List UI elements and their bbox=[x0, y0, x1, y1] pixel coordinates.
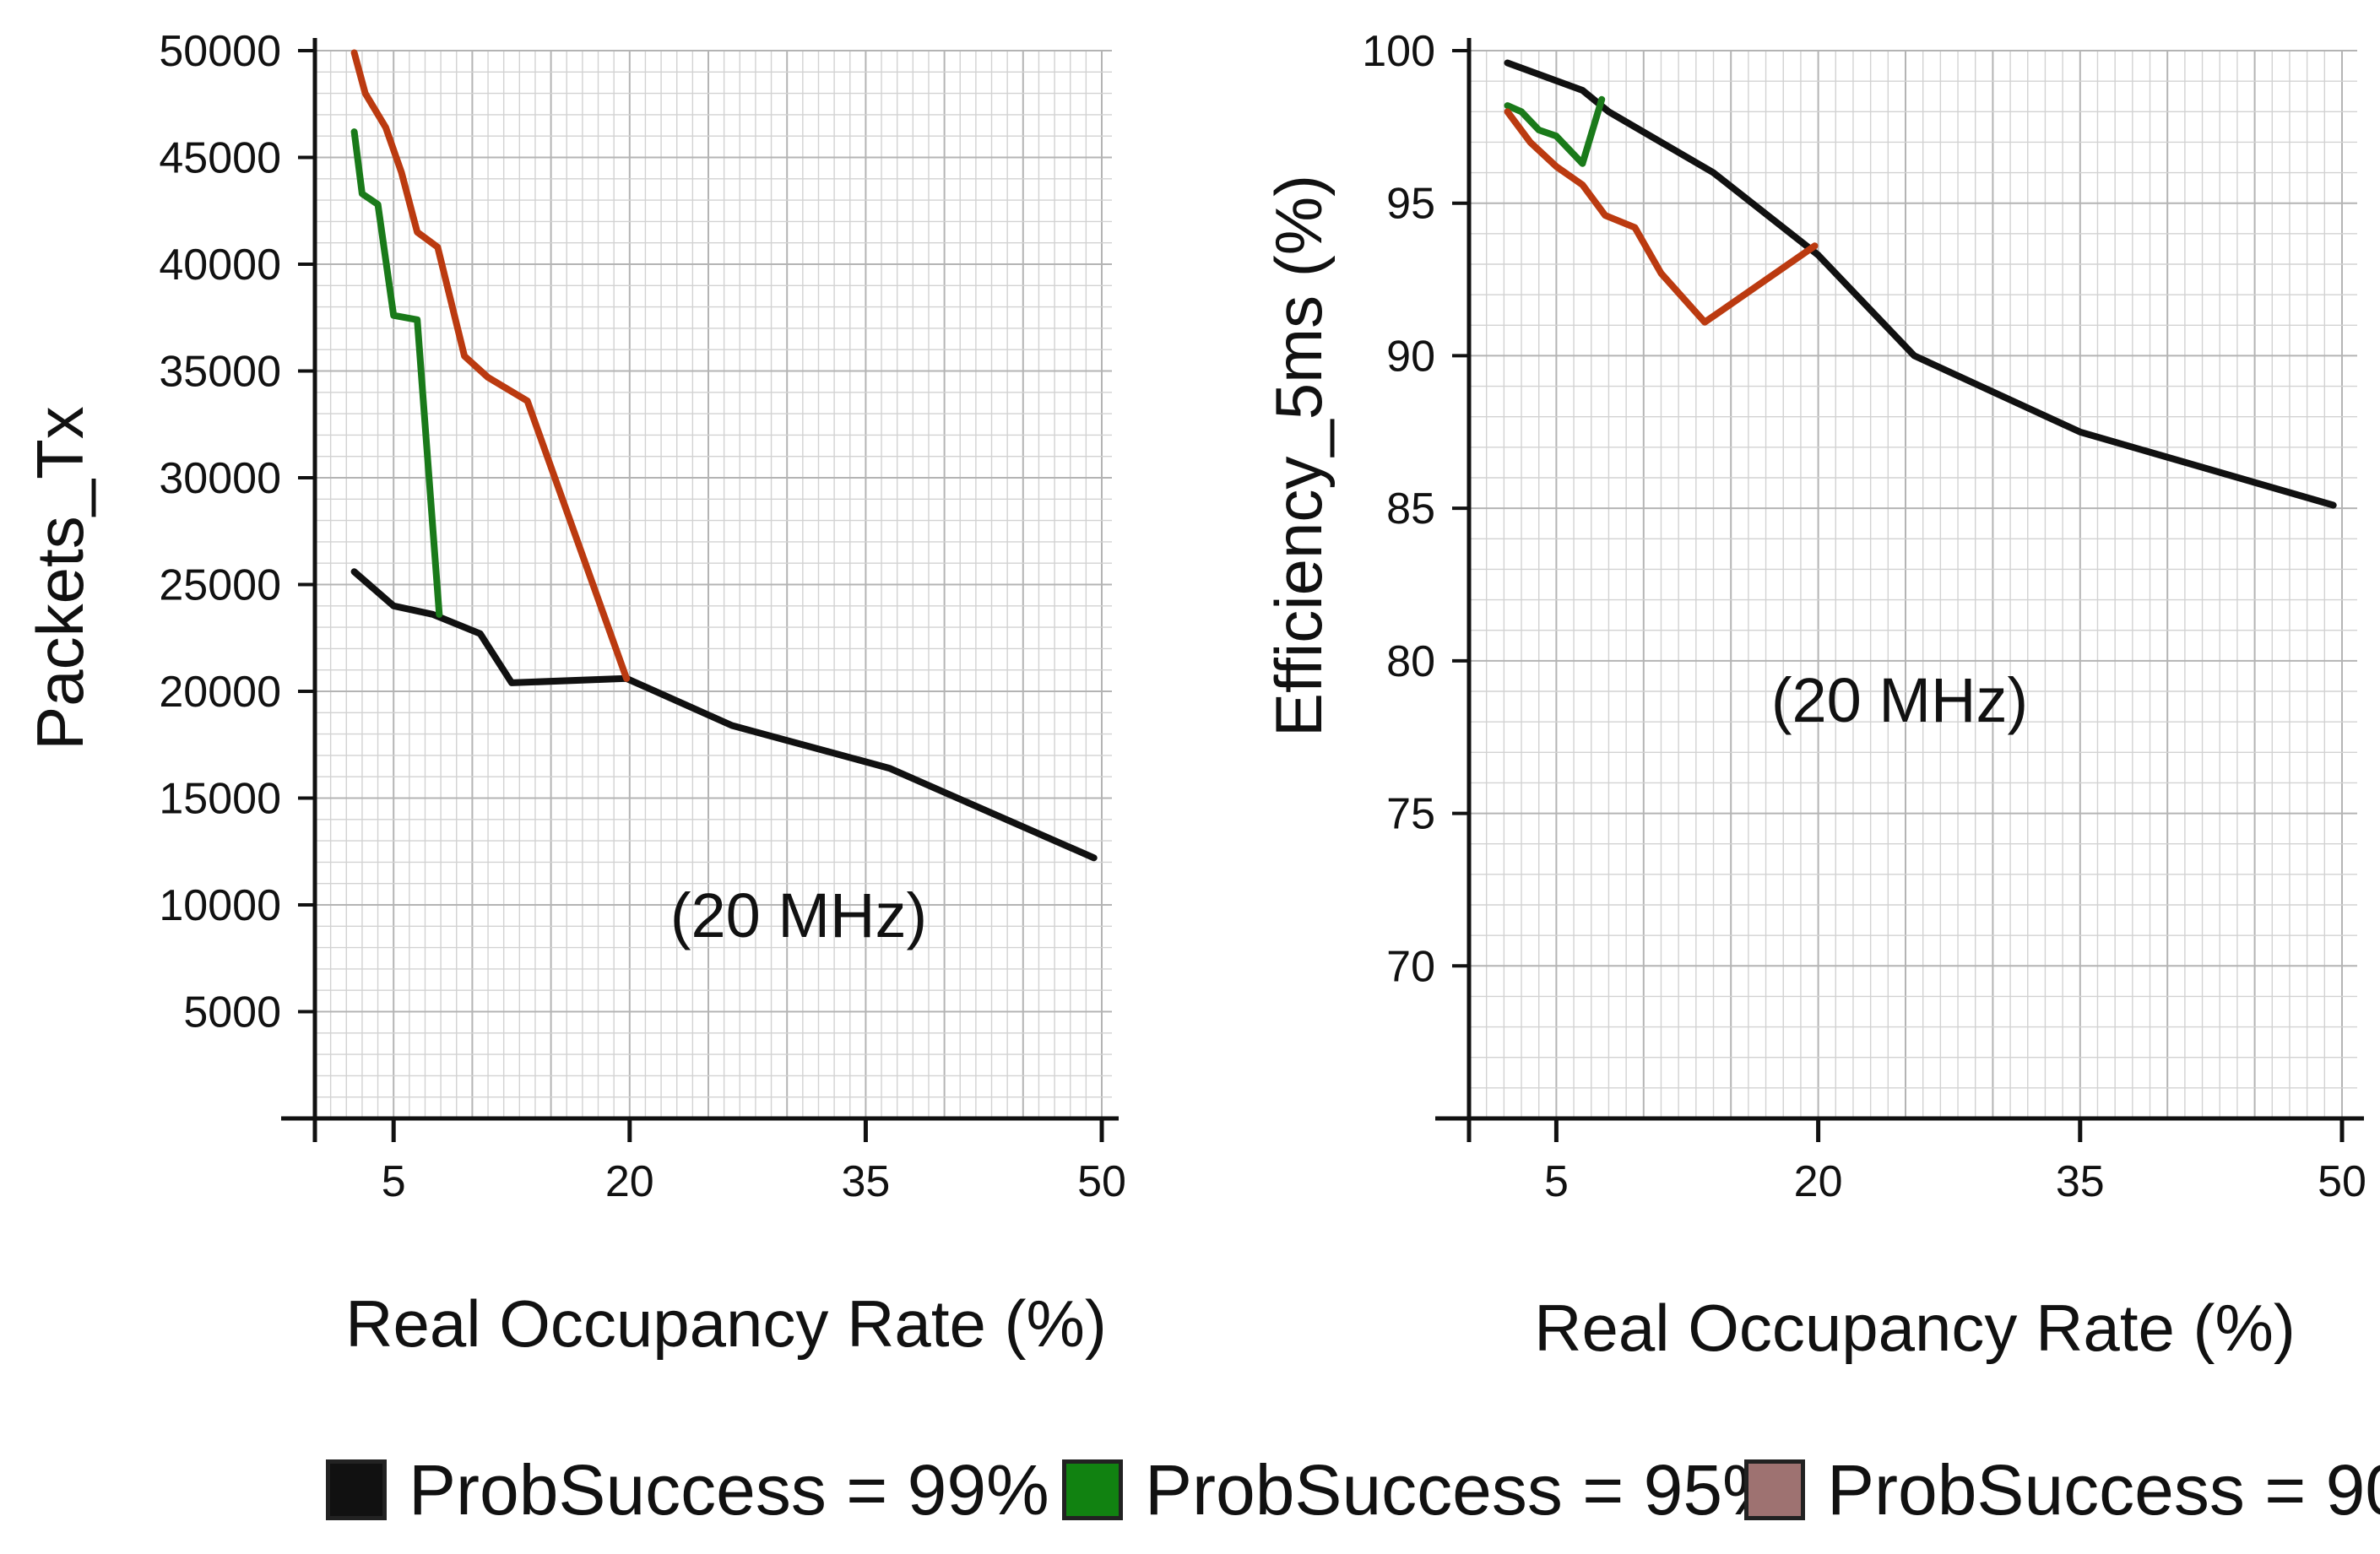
y-tick-label: 70 bbox=[1386, 942, 1435, 991]
legend-label-90: ProbSuccess = 90% bbox=[1827, 1449, 2380, 1530]
y-tick-label: 30000 bbox=[159, 454, 281, 503]
y-tick-label: 45000 bbox=[159, 134, 281, 183]
left-y-axis-title: Packets_Tx bbox=[23, 406, 97, 750]
x-tick-label: 50 bbox=[1077, 1157, 1126, 1206]
y-tick-label: 10000 bbox=[159, 881, 281, 930]
right-annotation: (20 MHz) bbox=[1771, 665, 2028, 735]
legend-swatch-95 bbox=[1062, 1459, 1123, 1520]
legend-swatch-90 bbox=[1744, 1459, 1805, 1520]
left-x-axis-title: Real Occupancy Rate (%) bbox=[345, 1286, 1107, 1361]
right-grid bbox=[1469, 50, 2357, 1118]
y-tick-label: 100 bbox=[1362, 27, 1435, 76]
right-axes bbox=[1435, 38, 2364, 1142]
legend-item-95: ProbSuccess = 95% bbox=[1062, 1443, 1786, 1536]
series-line-99 bbox=[350, 568, 1098, 862]
right-ticks: 5 20 35 50 70 75 80 85 90 95 100 bbox=[1362, 27, 2366, 1206]
series-line-99 bbox=[1504, 59, 2337, 509]
y-tick-label: 90 bbox=[1386, 332, 1435, 381]
y-tick-label: 50000 bbox=[159, 27, 281, 76]
y-tick-label: 80 bbox=[1386, 637, 1435, 686]
series-line-90 bbox=[350, 49, 631, 682]
legend-item-90: ProbSuccess = 90% bbox=[1744, 1443, 2380, 1536]
x-tick-label: 50 bbox=[2318, 1157, 2366, 1206]
x-tick-label: 20 bbox=[605, 1157, 654, 1206]
left-ticks: 5 20 35 50 5000 10000 15000 20000 25000 30000 3500… bbox=[159, 27, 1126, 1206]
series-line-95 bbox=[350, 128, 443, 618]
x-tick-label: 20 bbox=[1794, 1157, 1843, 1206]
left-grid bbox=[315, 50, 1112, 1118]
left-annotation: (20 MHz) bbox=[670, 880, 927, 950]
y-tick-label: 40000 bbox=[159, 241, 281, 290]
series-line-95 bbox=[1504, 95, 1606, 167]
right-chart: 5 20 35 50 70 75 80 85 90 95 100 (20 MHz) Real Occ… bbox=[1261, 27, 2366, 1365]
x-tick-label: 35 bbox=[841, 1157, 890, 1206]
y-tick-label: 20000 bbox=[159, 668, 281, 717]
figure: 5 20 35 50 5000 10000 15000 20000 25000 30000 3500… bbox=[23, 27, 2366, 1365]
y-tick-label: 95 bbox=[1386, 180, 1435, 229]
x-tick-label: 5 bbox=[1544, 1157, 1569, 1206]
y-tick-label: 25000 bbox=[159, 561, 281, 610]
y-tick-label: 85 bbox=[1386, 485, 1435, 533]
legend-label-95: ProbSuccess = 95% bbox=[1145, 1449, 1786, 1530]
x-tick-label: 5 bbox=[382, 1157, 406, 1206]
legend-item-99: ProbSuccess = 99% bbox=[326, 1443, 1049, 1536]
left-chart: 5 20 35 50 5000 10000 15000 20000 25000 30000 3500… bbox=[23, 27, 1126, 1361]
x-tick-label: 35 bbox=[2056, 1157, 2105, 1206]
legend-swatch-99 bbox=[326, 1459, 387, 1520]
y-tick-label: 75 bbox=[1386, 790, 1435, 839]
series-line-90 bbox=[1504, 108, 1819, 326]
y-tick-label: 35000 bbox=[159, 348, 281, 397]
right-y-axis-title: Efficiency_5ms (%) bbox=[1261, 175, 1336, 737]
legend: ProbSuccess = 99% ProbSuccess = 95% Prob… bbox=[0, 1443, 2380, 1536]
left-series bbox=[350, 49, 1098, 862]
legend-label-99: ProbSuccess = 99% bbox=[409, 1449, 1049, 1530]
y-tick-label: 5000 bbox=[183, 988, 281, 1037]
right-x-axis-title: Real Occupancy Rate (%) bbox=[1534, 1291, 2296, 1365]
left-axes bbox=[281, 38, 1119, 1142]
right-series bbox=[1504, 59, 2337, 509]
y-tick-label: 15000 bbox=[159, 775, 281, 824]
